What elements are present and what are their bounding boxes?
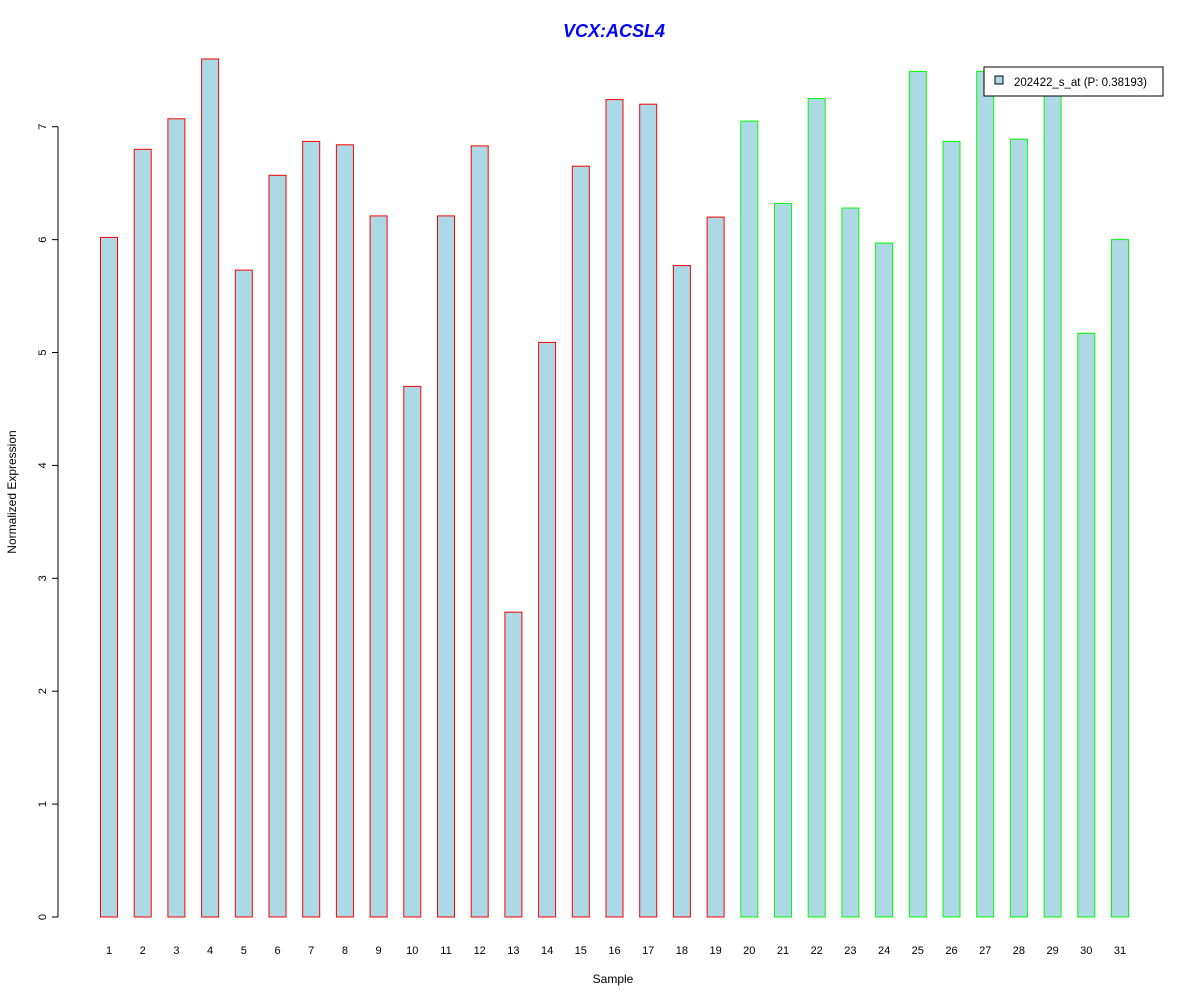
x-tick-label: 6 — [274, 945, 280, 957]
x-tick-label: 20 — [743, 945, 755, 957]
bar-sample-28 — [1009, 138, 1028, 918]
x-tick-label: 25 — [912, 945, 924, 957]
legend-box — [983, 66, 1164, 97]
x-tick-label: 18 — [676, 945, 688, 957]
y-tick-label: 6 — [37, 237, 49, 243]
bar-sample-1 — [100, 236, 118, 918]
bar-sample-29 — [1043, 92, 1062, 918]
y-tick-label: 3 — [37, 575, 49, 581]
bar-sample-8 — [335, 144, 354, 918]
y-tick-label: 4 — [37, 462, 49, 468]
bar-sample-17 — [639, 103, 658, 918]
bar-sample-30 — [1077, 332, 1096, 918]
bar-sample-16 — [605, 99, 624, 918]
legend-swatch — [994, 75, 1004, 85]
x-tick-label: 30 — [1080, 945, 1092, 957]
y-axis-title: Normalized Expression — [5, 430, 19, 553]
y-tick-label: 7 — [37, 124, 49, 130]
bar-sample-25 — [908, 70, 927, 918]
bar-sample-18 — [672, 265, 691, 918]
bar-sample-21 — [774, 203, 792, 918]
bar-sample-7 — [302, 140, 321, 918]
x-tick-label: 13 — [507, 945, 519, 957]
x-tick-label: 29 — [1046, 945, 1058, 957]
bar-sample-2 — [133, 148, 152, 918]
x-tick-label: 21 — [777, 945, 789, 957]
bar-sample-24 — [875, 242, 894, 918]
legend: 202422_s_at (P: 0.38193) — [983, 66, 1164, 97]
x-tick-label: 10 — [406, 945, 418, 957]
x-tick-label: 23 — [844, 945, 856, 957]
x-tick-label: 24 — [878, 945, 890, 957]
x-axis-title: Sample — [593, 972, 634, 986]
bar-sample-13 — [504, 611, 523, 918]
bar-sample-22 — [807, 98, 826, 918]
y-axis: 0 1 2 3 4 5 6 7 — [37, 124, 59, 920]
x-tick-label: 9 — [376, 945, 382, 957]
bar-sample-27 — [976, 70, 995, 918]
bar-sample-11 — [437, 215, 455, 918]
x-tick-label: 7 — [308, 945, 314, 957]
y-tick-label: 0 — [37, 914, 49, 920]
x-tick-label: 14 — [541, 945, 553, 957]
bar-sample-4 — [201, 58, 220, 918]
x-tick-label: 2 — [140, 945, 146, 957]
x-tick-labels: 1 2 3 4 5 6 7 8 9 10 11 12 13 14 15 16 17 18 19 20 21 22 23 24 2… — [106, 945, 1126, 957]
x-tick-label: 3 — [173, 945, 179, 957]
x-tick-label: 11 — [440, 945, 451, 957]
y-tick-label: 5 — [37, 349, 49, 355]
bar-sample-12 — [470, 145, 489, 918]
x-tick-label: 5 — [241, 945, 247, 957]
x-tick-label: 28 — [1013, 945, 1025, 957]
x-tick-label: 12 — [474, 945, 486, 957]
x-tick-label: 19 — [709, 945, 721, 957]
y-tick-label: 2 — [37, 688, 49, 694]
bar-sample-26 — [942, 140, 961, 918]
bar-sample-10 — [403, 385, 422, 918]
x-tick-label: 1 — [106, 945, 112, 957]
bar-sample-19 — [706, 216, 725, 918]
x-tick-label: 22 — [811, 945, 823, 957]
bar-sample-6 — [268, 174, 287, 918]
x-tick-label: 8 — [342, 945, 348, 957]
chart-title: VCX:ACSL4 — [563, 21, 665, 41]
bar-sample-15 — [571, 165, 590, 918]
bar-sample-14 — [538, 341, 557, 918]
bar-sample-3 — [167, 118, 186, 918]
bar-sample-20 — [740, 120, 759, 918]
bar-sample-31 — [1111, 239, 1129, 918]
x-tick-label: 15 — [575, 945, 587, 957]
x-tick-label: 31 — [1114, 945, 1126, 957]
bar-sample-5 — [234, 269, 253, 918]
x-tick-label: 17 — [642, 945, 654, 957]
y-tick-label: 1 — [37, 801, 49, 807]
bar-sample-23 — [841, 207, 860, 918]
x-tick-label: 4 — [207, 945, 213, 957]
legend-label: 202422_s_at (P: 0.38193) — [1014, 77, 1147, 89]
bars-group — [100, 58, 1129, 918]
x-tick-label: 16 — [608, 945, 620, 957]
bar-sample-9 — [369, 215, 388, 918]
x-tick-label: 27 — [979, 945, 991, 957]
x-tick-label: 26 — [945, 945, 957, 957]
